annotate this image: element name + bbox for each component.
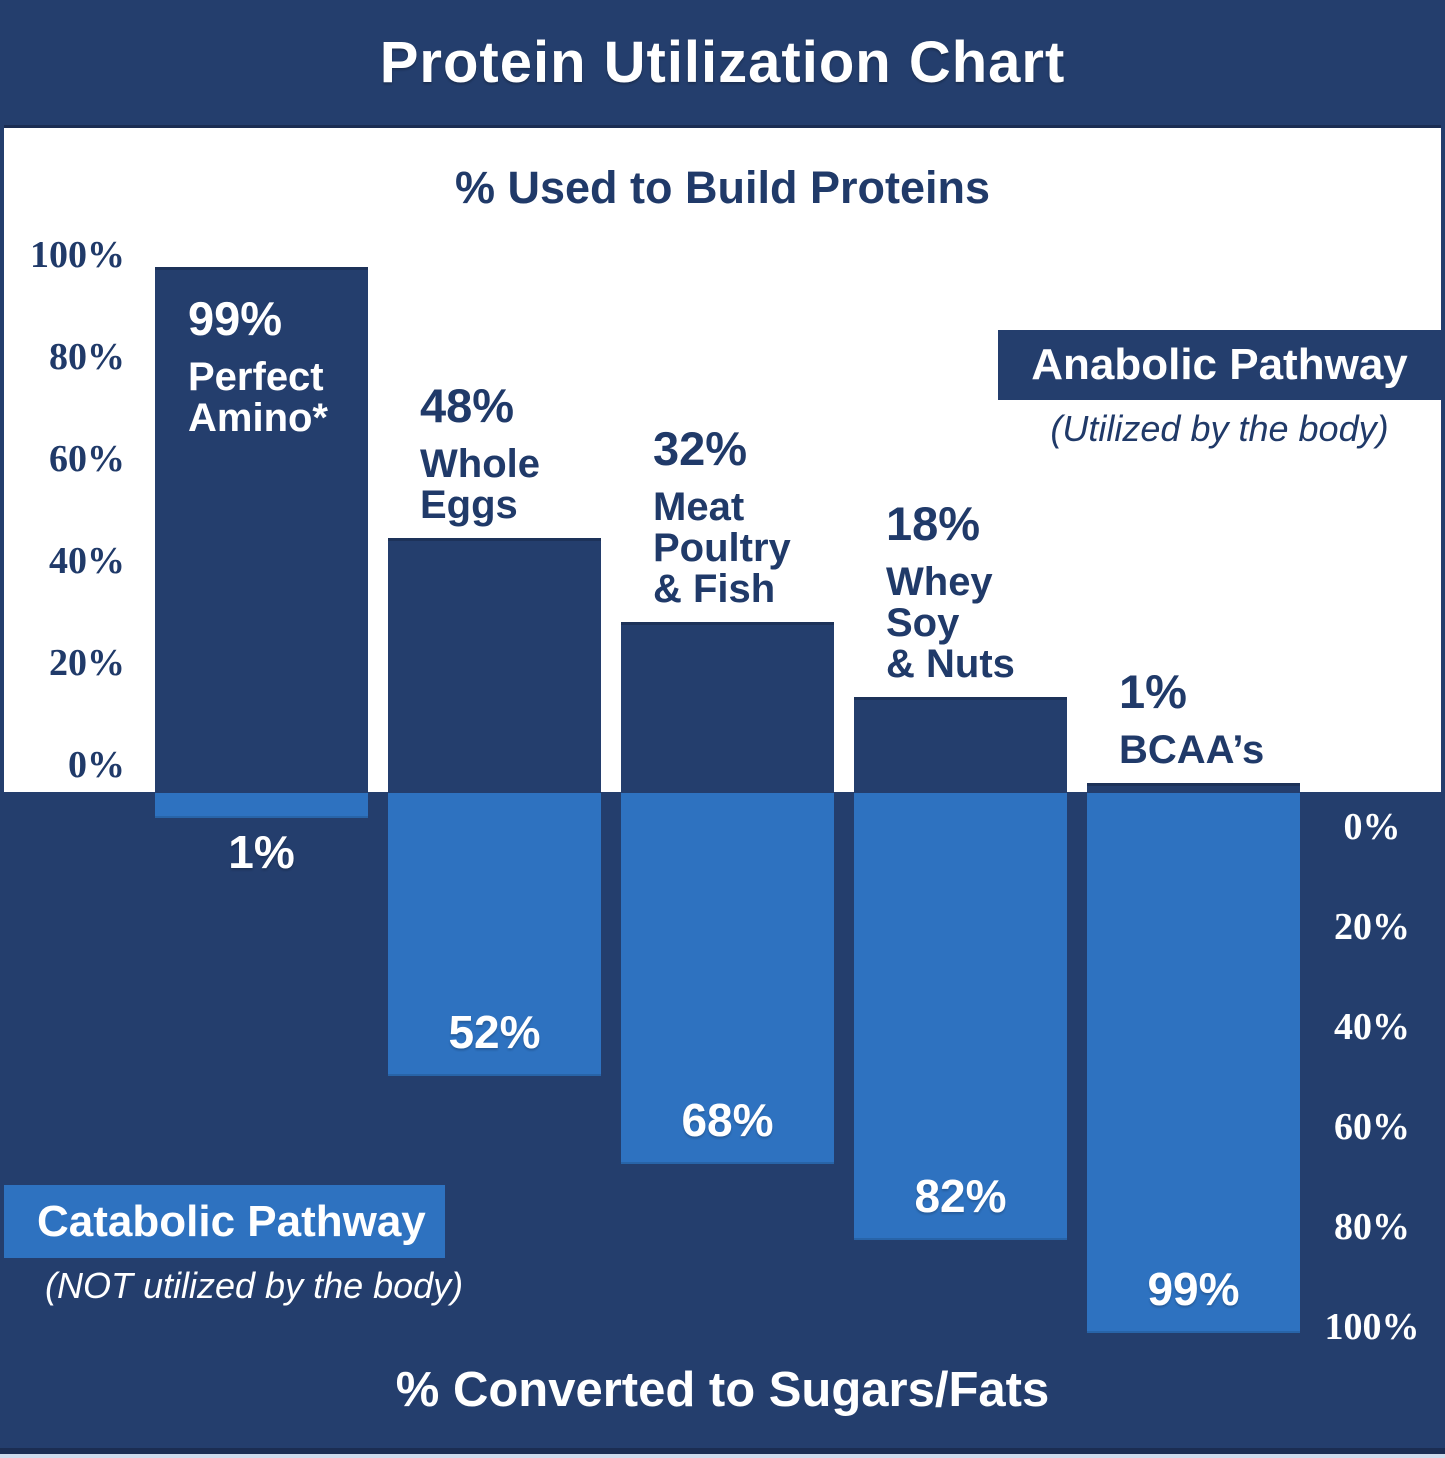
top-axis-tick: 0%: [68, 744, 125, 786]
top-axis-tick: 60%: [49, 438, 125, 480]
top-axis-tick: 40%: [49, 540, 125, 582]
catabolic-value-label-whole-eggs: 52%: [448, 1006, 541, 1059]
catabolic-value-label-whey-soy-nuts: 82%: [914, 1169, 1007, 1222]
bar-category-label: Meat: [653, 485, 745, 530]
bar-category-label: Whey: [886, 559, 993, 604]
bottom-edge-strip: [0, 1454, 1445, 1458]
catabolic-value-label-bcaa-s: 99%: [1147, 1262, 1240, 1315]
bar-category-label: Poultry: [653, 526, 791, 571]
bar-label-whey-soy-nuts: 18% Whey Soy & Nuts: [886, 496, 1015, 686]
bar-category-label: Whole: [420, 441, 540, 486]
anabolic-legend-note: (Utilized by the body): [1050, 408, 1389, 449]
anabolic-bar-whole-eggs: [388, 537, 601, 792]
right-border: [1441, 0, 1445, 1458]
top-axis-tick: 80%: [49, 336, 125, 378]
bar-category-label: & Fish: [653, 567, 776, 612]
catabolic-bar-whey-soy-nuts: [854, 793, 1067, 1240]
top-axis-title: % Used to Build Proteins: [454, 162, 991, 213]
catabolic-legend: Catabolic Pathway: [0, 1185, 445, 1258]
catabolic-legend-label: Catabolic Pathway: [37, 1197, 426, 1246]
top-axis-tick: 20%: [49, 642, 125, 684]
anabolic-legend-label: Anabolic Pathway: [1031, 340, 1408, 389]
bar-value-label: 48%: [420, 378, 515, 432]
catabolic-bar-meat-poultry-fish: [621, 793, 834, 1164]
catabolic-value-label-perfect-amino: 1%: [228, 826, 295, 878]
bottom-axis-tick: 20%: [1334, 906, 1410, 948]
anabolic-bar-perfect-amino: [155, 267, 368, 792]
bar-category-label: Perfect: [188, 355, 324, 400]
bar-category-label: & Nuts: [886, 641, 1015, 686]
chart-title: Protein Utilization Chart: [379, 30, 1066, 95]
bottom-axis-tick: 100%: [1324, 1306, 1420, 1348]
bottom-axis-tick: 0%: [1343, 806, 1401, 848]
bar-category-label: BCAA’s: [1119, 728, 1265, 772]
top-axis-tick: 100%: [30, 234, 125, 276]
bottom-axis-tick: 40%: [1334, 1006, 1410, 1048]
bottom-axis-tick: 60%: [1334, 1106, 1410, 1148]
bottom-axis-tick: 80%: [1334, 1206, 1410, 1248]
catabolic-bar-bcaa-s: [1087, 793, 1300, 1333]
bar-category-label: Eggs: [420, 482, 518, 527]
anabolic-bar-meat-poultry-fish: [621, 622, 834, 792]
anabolic-bar-whey-soy-nuts: [854, 696, 1067, 792]
bar-label-whole-eggs: 48% Whole Eggs: [420, 378, 540, 527]
catabolic-value-label-meat-poultry-fish: 68%: [681, 1093, 774, 1146]
chart-header: Protein Utilization Chart: [0, 0, 1445, 128]
catabolic-bar-whole-eggs: [388, 793, 601, 1077]
left-border: [0, 0, 4, 1458]
anabolic-legend: Anabolic Pathway: [998, 330, 1441, 400]
bottom-border: [0, 1448, 1445, 1454]
bar-value-label: 99%: [188, 292, 283, 346]
bar-value-label: 1%: [1119, 665, 1187, 718]
catabolic-bar-perfect-amino: [155, 793, 368, 818]
anabolic-bar-bcaa-s: [1087, 783, 1300, 792]
bar-value-label: 32%: [653, 422, 748, 476]
bar-value-label: 18%: [886, 496, 981, 550]
bar-category-label: Soy: [886, 600, 960, 645]
bar-label-perfect-amino: 99% Perfect Amino*: [188, 293, 328, 439]
bar-label-meat-poultry-fish: 32% Meat Poultry & Fish: [653, 423, 791, 610]
bar-category-label: Amino*: [188, 396, 328, 441]
bar-label-bcaa-s: 1% BCAA’s: [1119, 666, 1264, 771]
catabolic-legend-note: (NOT utilized by the body): [45, 1265, 464, 1306]
bottom-axis-title: % Converted to Sugars/Fats: [395, 1363, 1050, 1417]
